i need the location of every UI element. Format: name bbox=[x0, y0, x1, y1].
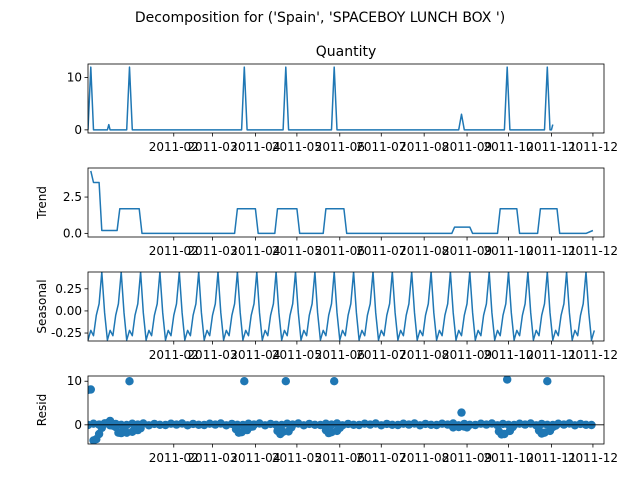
y-axis-label: Trend bbox=[35, 186, 49, 220]
y-tick-label: 10 bbox=[67, 374, 82, 388]
x-tick-label: 2011-10 bbox=[483, 348, 533, 362]
y-tick-label: 0.00 bbox=[55, 304, 82, 318]
x-tick-label: 2011-11 bbox=[526, 348, 576, 362]
scatter-point bbox=[508, 422, 517, 432]
x-tick-label: 2011-09 bbox=[442, 451, 492, 465]
x-tick-label: 2011-03 bbox=[187, 348, 237, 362]
x-tick-label: 2011-10 bbox=[483, 451, 533, 465]
axes-frame bbox=[87, 167, 605, 238]
x-tick-label: 2011-09 bbox=[442, 244, 492, 258]
x-tick-label: 2011-04 bbox=[230, 140, 280, 154]
y-tick-label: 0 bbox=[74, 418, 82, 432]
scatter-point bbox=[503, 376, 512, 384]
x-tick-label: 2011-05 bbox=[272, 244, 322, 258]
subplot-2: 0.02.52011-022011-032011-042011-052011-0… bbox=[35, 167, 618, 258]
x-tick-label: 2011-02 bbox=[149, 348, 199, 362]
plot-data bbox=[88, 272, 596, 341]
y-axis-label: Seasonal bbox=[35, 279, 49, 333]
subplots: 0102011-022011-032011-042011-052011-0620… bbox=[35, 44, 618, 465]
x-tick-label: 2011-10 bbox=[483, 140, 533, 154]
axes-frame bbox=[87, 375, 605, 445]
figure-title: Decomposition for ('Spain', 'SPACEBOY LU… bbox=[135, 10, 505, 26]
x-tick-label: 2011-03 bbox=[187, 244, 237, 258]
scatter-point bbox=[281, 377, 290, 386]
y-tick-label: 0.25 bbox=[55, 282, 82, 296]
x-tick-label: 2011-05 bbox=[272, 140, 322, 154]
x-tick-label: 2011-07 bbox=[356, 348, 406, 362]
series-line bbox=[88, 66, 554, 131]
x-tick-label: 2011-12 bbox=[568, 451, 618, 465]
y-tick-label: 2.5 bbox=[63, 190, 82, 204]
scatter-point bbox=[248, 422, 257, 431]
x-tick-label: 2011-11 bbox=[526, 244, 576, 258]
x-tick-label: 2011-04 bbox=[230, 451, 280, 465]
x-tick-label: 2011-05 bbox=[272, 451, 322, 465]
x-tick-label: 2011-05 bbox=[272, 348, 322, 362]
scatter-point bbox=[125, 377, 134, 386]
x-tick-label: 2011-07 bbox=[356, 451, 406, 465]
x-tick-label: 2011-08 bbox=[399, 348, 449, 362]
scatter-point bbox=[335, 423, 344, 433]
axes-frame bbox=[87, 271, 605, 342]
series-line bbox=[90, 170, 594, 235]
x-tick-label: 2011-02 bbox=[149, 140, 199, 154]
subplot-title: Quantity bbox=[316, 44, 377, 60]
x-tick-label: 2011-04 bbox=[230, 348, 280, 362]
scatter-point bbox=[551, 421, 560, 430]
x-tick-label: 2011-08 bbox=[399, 244, 449, 258]
x-tick-label: 2011-02 bbox=[149, 451, 199, 465]
x-tick-label: 2011-02 bbox=[149, 244, 199, 258]
x-tick-label: 2011-06 bbox=[315, 244, 365, 258]
scatter-point bbox=[136, 424, 145, 433]
x-tick-label: 2011-03 bbox=[187, 451, 237, 465]
x-tick-label: 2011-06 bbox=[315, 348, 365, 362]
axes-frame bbox=[87, 63, 605, 134]
x-tick-label: 2011-08 bbox=[399, 140, 449, 154]
x-tick-label: 2011-06 bbox=[315, 451, 365, 465]
y-tick-label: 0 bbox=[74, 123, 82, 137]
scatter-point bbox=[240, 377, 249, 386]
x-tick-label: 2011-09 bbox=[442, 140, 492, 154]
x-tick-label: 2011-12 bbox=[568, 348, 618, 362]
plot-data bbox=[88, 376, 596, 444]
scatter-point bbox=[88, 385, 95, 394]
x-tick-label: 2011-12 bbox=[568, 244, 618, 258]
scatter-point bbox=[287, 423, 296, 432]
x-tick-label: 2011-12 bbox=[568, 140, 618, 154]
x-tick-label: 2011-03 bbox=[187, 140, 237, 154]
scatter-point bbox=[543, 377, 552, 386]
x-tick-label: 2011-11 bbox=[526, 140, 576, 154]
series-line bbox=[88, 272, 596, 341]
y-tick-label: 0.0 bbox=[63, 226, 82, 240]
y-tick-label: -0.25 bbox=[51, 326, 82, 340]
subplot-1: 0102011-022011-032011-042011-052011-0620… bbox=[67, 44, 618, 154]
x-tick-label: 2011-11 bbox=[526, 451, 576, 465]
x-tick-label: 2011-09 bbox=[442, 348, 492, 362]
y-tick-label: 10 bbox=[67, 71, 82, 85]
plot-data bbox=[90, 170, 594, 235]
subplot-4: 0102011-022011-032011-042011-052011-0620… bbox=[35, 374, 618, 465]
x-tick-label: 2011-06 bbox=[315, 140, 365, 154]
plot-data bbox=[88, 66, 554, 131]
scatter-point bbox=[457, 408, 466, 417]
x-tick-label: 2011-08 bbox=[399, 451, 449, 465]
subplot-3: 0.250.00-0.252011-022011-032011-042011-0… bbox=[35, 271, 618, 362]
y-axis-label: Resid bbox=[35, 394, 49, 426]
scatter-point bbox=[330, 377, 339, 386]
x-tick-label: 2011-07 bbox=[356, 244, 406, 258]
scatter-point bbox=[462, 423, 472, 432]
x-tick-label: 2011-07 bbox=[356, 140, 406, 154]
x-tick-label: 2011-04 bbox=[230, 244, 280, 258]
x-tick-label: 2011-10 bbox=[483, 244, 533, 258]
